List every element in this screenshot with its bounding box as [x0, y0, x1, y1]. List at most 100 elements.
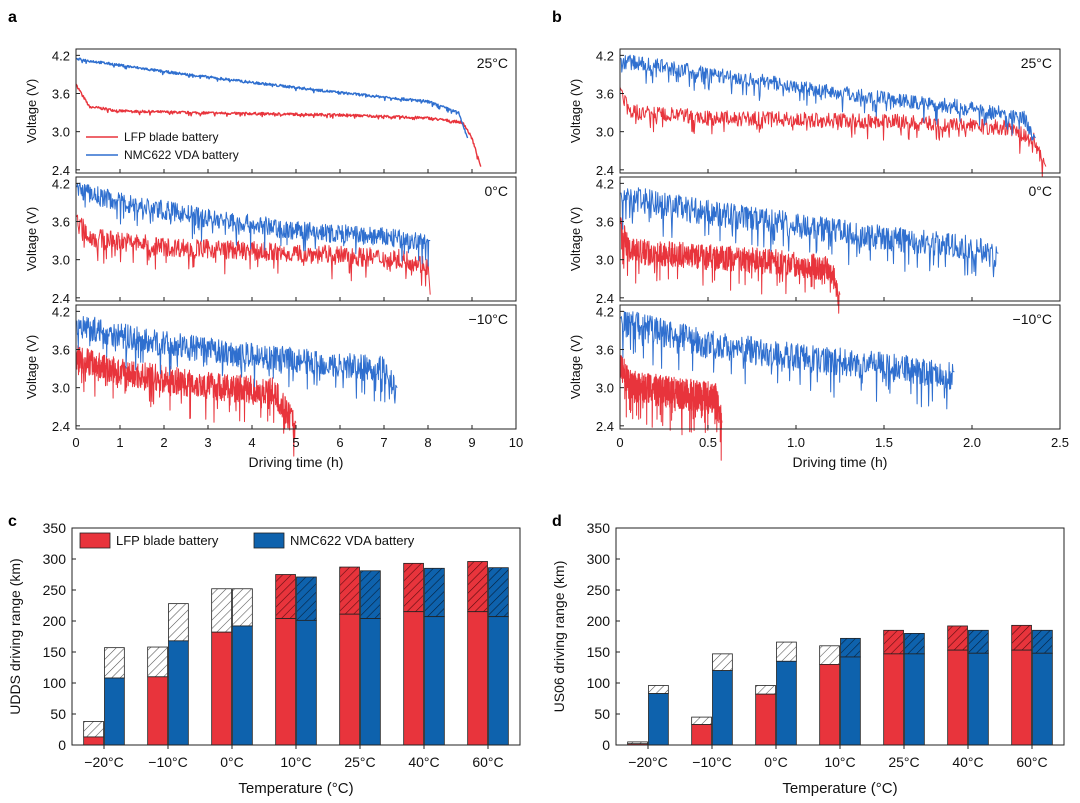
panel-c-xtick-label: 40°C: [408, 754, 439, 770]
panel-a-ytick-label: 3.0: [52, 125, 70, 140]
legend-swatch-lfp: [79, 532, 111, 549]
panel-a-temperature-label: −10°C: [469, 311, 508, 327]
panel-b-xtick-label: 2.0: [963, 435, 981, 450]
panel-a-xtick-label: 0: [72, 435, 79, 450]
panel-c-xlabel: Temperature (°C): [238, 780, 353, 797]
panel-d-bar-extension-nmc: [840, 637, 861, 658]
panel-b-xtick-label: 2.5: [1051, 435, 1069, 450]
panel-c-chart: −20°C −10°C 0°C 10°C 25°C 40°C 60°C 0 50 100 150 20…: [7, 520, 521, 797]
panel-d-frame: [615, 527, 1065, 746]
panel-d-ytick-label: 0: [602, 737, 610, 753]
panel-b-frame-0: [619, 48, 1061, 174]
panel-a-xtick-label: 8: [424, 435, 431, 450]
panel-c-bar-extension-nmc: [296, 576, 317, 621]
panel-a-xtick-label: 10: [509, 435, 523, 450]
panel-b-series-line-nmc-0: [619, 54, 1036, 141]
panel-a-xtick-label: 9: [468, 435, 475, 450]
legend-swatch-nmc: [253, 532, 285, 549]
panel-b-ytick-label: 3.0: [596, 381, 614, 396]
panel-d-bar-extension-lfp: [1011, 624, 1032, 651]
panel-b-series-line-lfp-0: [619, 87, 1047, 178]
panel-d-bar-nmc: [968, 652, 989, 746]
panel-b-ytick-label: 3.0: [596, 253, 614, 268]
panel-a-subplot-1: 2.4 3.0 3.6 4.2 Voltage (V) 0°C: [24, 176, 517, 306]
panel-a-ytick-label: 4.2: [52, 304, 70, 319]
panel-a-subplot-0: 2.4 3.0 3.6 4.2 Voltage (V) 25°C: [24, 48, 517, 178]
panel-a-series-line-lfp-2: [75, 345, 297, 457]
panel-c-bar-lfp: [147, 676, 168, 746]
legend-label-nmc: NMC622 VDA battery: [124, 148, 239, 162]
panel-a-series-line-lfp-0: [75, 83, 482, 167]
panel-a-subplot-2: 2.4 3.0 3.6 4.2 Voltage (V) −10°C 0 1 2 3 4 5 6 7 8 9 10…: [24, 304, 523, 470]
panel-d-bar-extension-lfp: [883, 629, 904, 655]
panel-a-ytick-label: 2.4: [52, 419, 70, 434]
panel-c-bar-lfp: [403, 611, 424, 746]
panel-b-subplot-2: 2.4 3.0 3.6 4.2 Voltage (V) −10°C 0 0.5 1.0 1.5 2.…: [568, 304, 1069, 470]
panel-d-bar-lfp: [819, 664, 840, 746]
panel-d-bar-lfp: [947, 649, 968, 746]
panel-c-bar-extension-nmc: [360, 570, 381, 619]
panel-a-ytick-label: 3.6: [52, 215, 70, 230]
panel-c-xtick-label: 25°C: [344, 754, 375, 770]
panel-d-bar-nmc: [648, 693, 669, 746]
panel-c-ytick-label: 250: [43, 582, 67, 598]
panel-c-bar-extension-nmc: [168, 603, 189, 642]
panel-c-bar-extension-nmc: [104, 647, 125, 679]
panel-a-ylabel: Voltage (V): [24, 79, 39, 143]
legend-label-nmc: NMC622 VDA battery: [290, 533, 415, 548]
panel-d-bar-lfp: [1011, 649, 1032, 746]
panel-d-xtick-label: 60°C: [1016, 754, 1047, 770]
panel-d-bar-nmc: [904, 653, 925, 746]
panel-d-bar-lfp: [755, 693, 776, 746]
panel-a-series-line-nmc-1: [75, 182, 431, 267]
panel-d-bar-lfp: [883, 653, 904, 746]
panel-d-bar-lfp: [691, 724, 712, 746]
panel-d-bar-extension-lfp: [691, 716, 712, 725]
panel-c-bar-lfp: [211, 631, 232, 746]
panel-b-series-line-nmc-2: [619, 311, 955, 410]
panel-c-ytick-label: 150: [43, 644, 67, 660]
panel-a-ytick-label: 2.4: [52, 163, 70, 178]
panel-letter-b: b: [552, 9, 562, 26]
panel-d-bar-extension-nmc: [648, 685, 669, 694]
panel-d-xtick-label: −10°C: [692, 754, 731, 770]
panel-a-legend: LFP blade battery NMC622 VDA battery: [86, 130, 239, 162]
panel-d-ytick-label: 200: [587, 613, 611, 629]
panel-c-bar-extension-lfp: [147, 646, 168, 678]
panel-c-ylabel: UDDS driving range (km): [7, 558, 23, 714]
panel-c-xtick-label: −20°C: [84, 754, 123, 770]
panel-d-bar-nmc: [1032, 652, 1053, 746]
panel-b-subplot-1: 2.4 3.0 3.6 4.2 Voltage (V) 0°C: [568, 176, 1061, 314]
panel-a-ylabel: Voltage (V): [24, 207, 39, 271]
panel-a-xtick-label: 6: [336, 435, 343, 450]
panel-b-frame-1: [619, 176, 1061, 302]
panel-d-xtick-label: 40°C: [952, 754, 983, 770]
panel-b-ytick-label: 3.6: [596, 87, 614, 102]
panel-b-xtick-label: 0.5: [699, 435, 717, 450]
panel-c-bar-extension-lfp: [403, 562, 424, 613]
panel-d-ytick-label: 350: [587, 520, 611, 536]
legend-label-lfp: LFP blade battery: [116, 533, 219, 548]
panel-d-ytick-label: 300: [587, 551, 611, 567]
panel-a-ytick-label: 3.0: [52, 381, 70, 396]
panel-c-bar-nmc: [104, 677, 125, 746]
panel-b-ytick-label: 4.2: [596, 48, 614, 63]
panel-a-xtick-label: 5: [292, 435, 299, 450]
panel-b-xtick-label: 0: [616, 435, 623, 450]
panel-b-temperature-label: 0°C: [1029, 183, 1053, 199]
panel-c-bar-extension-lfp: [275, 574, 296, 619]
panel-a-frame-1: [75, 176, 517, 302]
panel-a-temperature-label: 0°C: [485, 183, 509, 199]
panel-b-ytick-label: 2.4: [596, 291, 614, 306]
panel-b-subplot-0: 2.4 3.0 3.6 4.2 Voltage (V) 25°C: [568, 48, 1061, 178]
panel-c-legend: LFP blade battery NMC622 VDA battery: [79, 532, 415, 549]
panel-a-xlabel: Driving time (h): [249, 454, 344, 470]
panel-b-ytick-label: 2.4: [596, 163, 614, 178]
panel-d-bar-extension-lfp: [755, 685, 776, 695]
panel-b-ytick-label: 3.0: [596, 125, 614, 140]
plots-layer: 2.4 3.0 3.6 4.2 Voltage (V) 25°C 2.4 3.0 3.6 4.2 V…: [7, 48, 1069, 797]
panel-c-bar-extension-lfp: [211, 588, 232, 633]
panel-a-xtick-label: 3: [204, 435, 211, 450]
panel-c-ytick-label: 0: [58, 737, 66, 753]
